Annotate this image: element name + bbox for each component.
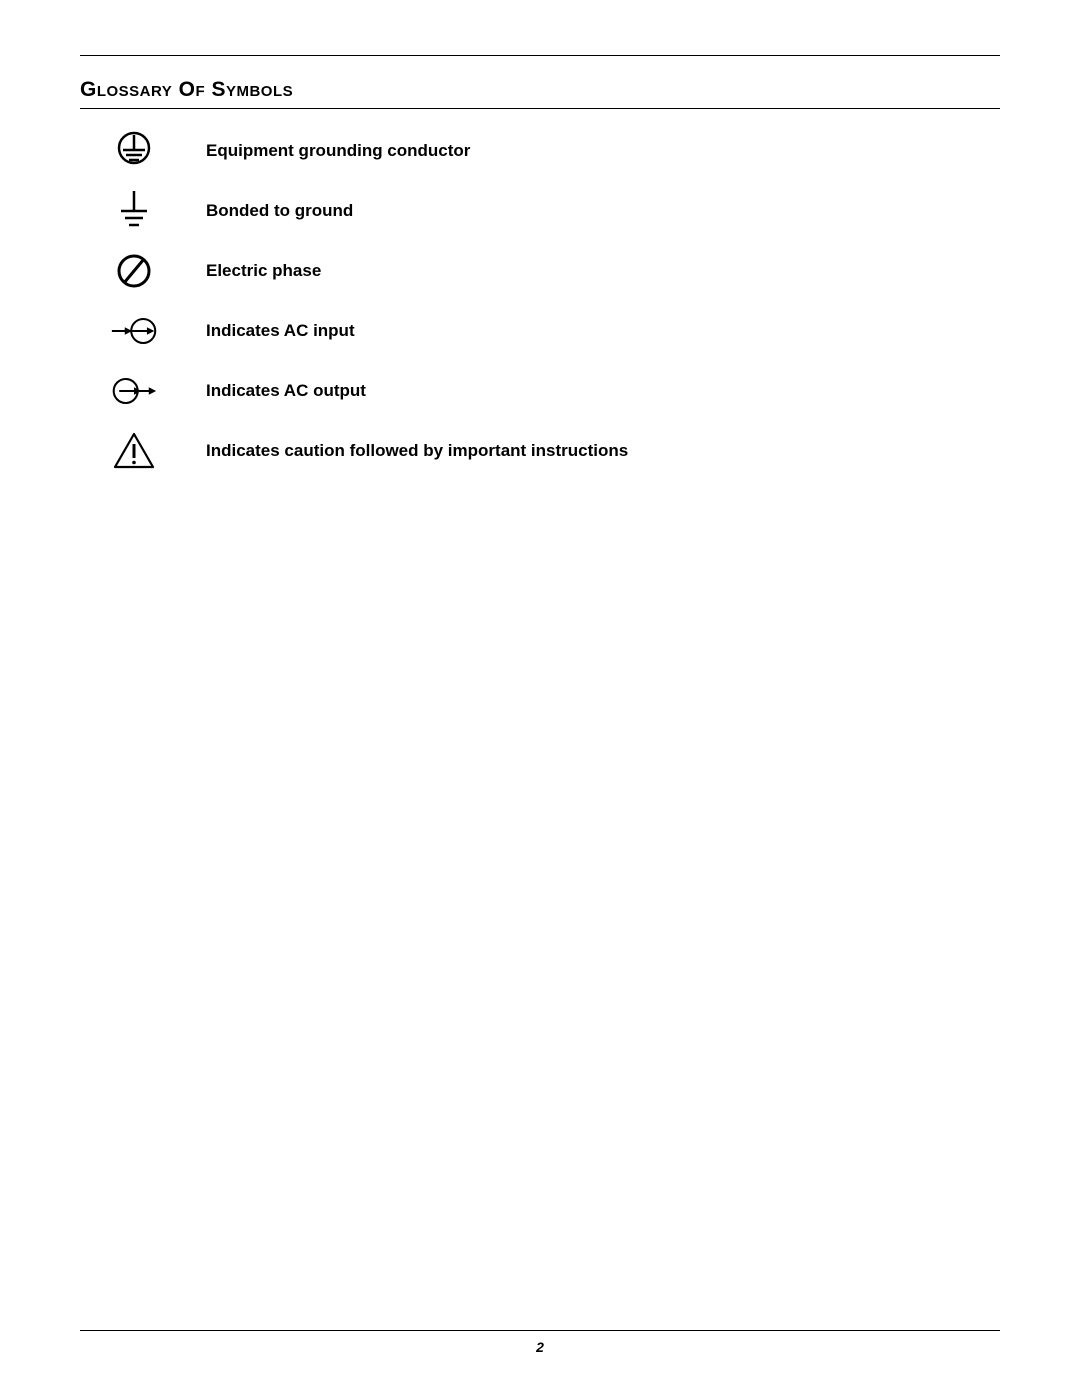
glossary-row: Indicates caution followed by important … bbox=[110, 427, 1000, 475]
footer-rule bbox=[80, 1330, 1000, 1331]
glossary-row: Electric phase bbox=[110, 247, 1000, 295]
glossary-row: Indicates AC input bbox=[110, 307, 1000, 355]
glossary-label: Electric phase bbox=[206, 261, 321, 281]
glossary-label: Indicates caution followed by important … bbox=[206, 441, 628, 461]
document-page: Glossary Of Symbols Equipment grounding … bbox=[0, 0, 1080, 1397]
glossary-row: Equipment grounding conductor bbox=[110, 127, 1000, 175]
glossary-label: Bonded to ground bbox=[206, 201, 353, 221]
page-number: 2 bbox=[536, 1339, 544, 1355]
bonded-ground-icon bbox=[110, 189, 158, 233]
equipment-ground-icon bbox=[110, 129, 158, 173]
glossary-label: Indicates AC output bbox=[206, 381, 366, 401]
ac-output-icon bbox=[110, 369, 158, 413]
caution-icon bbox=[110, 429, 158, 473]
glossary-list: Equipment grounding conductor Bonded to … bbox=[80, 127, 1000, 475]
electric-phase-icon bbox=[110, 249, 158, 293]
glossary-label: Equipment grounding conductor bbox=[206, 141, 470, 161]
page-footer: 2 bbox=[80, 1322, 1000, 1357]
top-rule bbox=[80, 55, 1000, 56]
section-title: Glossary Of Symbols bbox=[80, 78, 1000, 109]
glossary-row: Bonded to ground bbox=[110, 187, 1000, 235]
glossary-label: Indicates AC input bbox=[206, 321, 355, 341]
ac-input-icon bbox=[110, 309, 158, 353]
glossary-row: Indicates AC output bbox=[110, 367, 1000, 415]
